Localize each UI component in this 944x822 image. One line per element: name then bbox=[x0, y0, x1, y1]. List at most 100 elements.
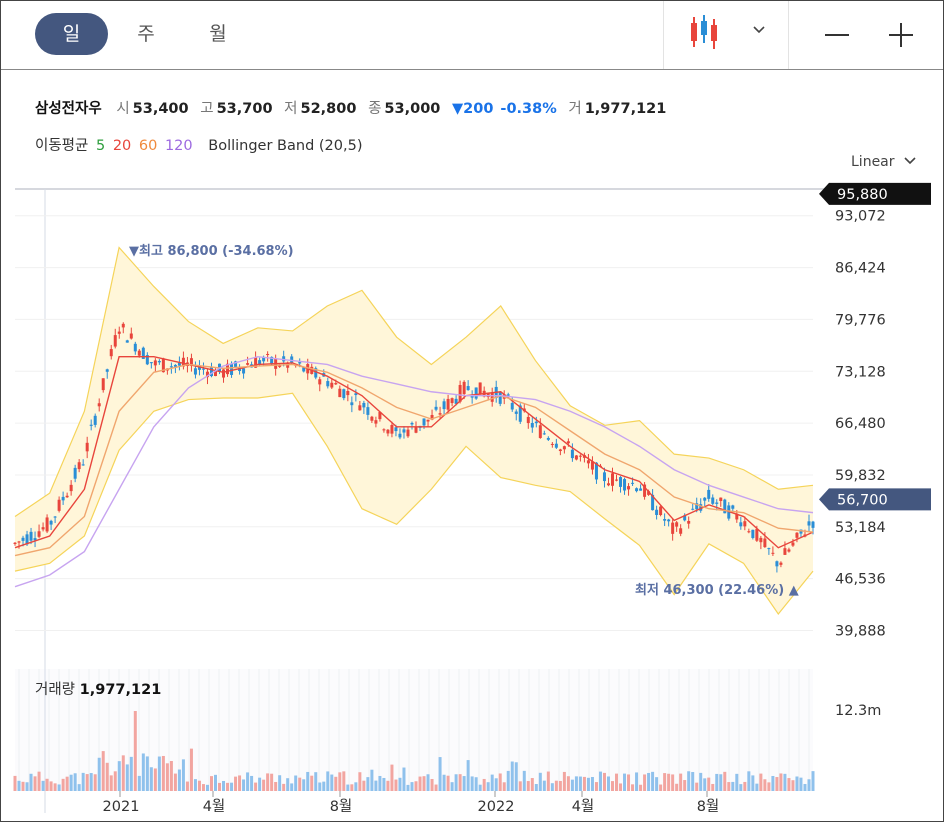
volume-bar bbox=[442, 774, 446, 791]
ma-60-line bbox=[14, 363, 814, 557]
volume-bar bbox=[779, 773, 783, 791]
candle-body bbox=[61, 496, 65, 501]
ma-120-label: 120 bbox=[164, 138, 193, 154]
tab-day[interactable]: 일 bbox=[35, 13, 108, 55]
candle-body bbox=[262, 357, 266, 362]
close-label: 종 bbox=[368, 101, 382, 117]
scale-dropdown[interactable]: Linear bbox=[851, 154, 917, 170]
volume-bar bbox=[787, 778, 791, 791]
candle-body bbox=[751, 529, 755, 538]
volume-bar bbox=[799, 777, 803, 791]
moving-average-label: 이동평균 bbox=[35, 138, 89, 154]
zoom-in-button[interactable] bbox=[881, 15, 921, 55]
tab-week[interactable]: 주 bbox=[137, 23, 155, 45]
volume-bar bbox=[627, 774, 631, 791]
ma-60-label: 60 bbox=[138, 138, 158, 154]
volume-bar bbox=[93, 774, 97, 791]
volume-bar bbox=[406, 784, 410, 791]
candle-body bbox=[522, 408, 526, 412]
candle-body bbox=[234, 361, 238, 367]
candle-body bbox=[566, 441, 570, 444]
candle-body bbox=[306, 364, 310, 374]
volume-bar bbox=[181, 759, 185, 791]
candle-body bbox=[149, 362, 153, 364]
candle-body bbox=[294, 364, 298, 366]
candle-body bbox=[562, 446, 566, 450]
candle-body bbox=[201, 368, 205, 370]
candle-body bbox=[783, 548, 787, 555]
volume-bar bbox=[775, 777, 779, 791]
zoom-out-button[interactable] bbox=[817, 15, 857, 55]
volume-bar bbox=[751, 775, 755, 791]
volume-bar bbox=[222, 780, 226, 791]
volume-bar bbox=[366, 777, 370, 791]
volume-bar bbox=[326, 771, 330, 791]
candle-body bbox=[651, 494, 655, 511]
volume-bar bbox=[570, 779, 574, 791]
volume-bar bbox=[619, 783, 623, 791]
time-tick-label: 4월 bbox=[572, 798, 595, 815]
candle-body bbox=[386, 429, 390, 434]
volume-bar bbox=[739, 784, 743, 791]
candle-body bbox=[382, 429, 386, 431]
candle-body bbox=[667, 519, 671, 522]
volume-value: 1,977,121 bbox=[584, 101, 667, 117]
candle-body bbox=[238, 366, 242, 372]
volume-bar bbox=[446, 775, 450, 791]
volume-bar bbox=[659, 784, 663, 791]
time-tick-label: 2021 bbox=[103, 799, 140, 815]
volume-bar bbox=[218, 782, 222, 791]
volume-bar bbox=[426, 774, 430, 791]
chart-type-dropdown[interactable] bbox=[663, 1, 789, 69]
volume-bar bbox=[322, 781, 326, 791]
candle-body bbox=[691, 508, 695, 510]
candle-body bbox=[791, 542, 795, 546]
volume-bar bbox=[623, 773, 627, 791]
candle-body bbox=[258, 360, 262, 365]
candle-body bbox=[558, 449, 562, 452]
volume-bar bbox=[77, 784, 81, 791]
candle-body bbox=[474, 387, 478, 399]
candle-body bbox=[302, 367, 306, 372]
minus-icon bbox=[825, 34, 849, 36]
candle-body bbox=[197, 365, 201, 370]
volume-bar bbox=[346, 784, 350, 791]
candle-body bbox=[342, 389, 346, 399]
candle-body bbox=[623, 479, 627, 491]
volume-legend-value: 1,977,121 bbox=[79, 682, 162, 698]
volume-bar bbox=[286, 778, 290, 791]
candle-body bbox=[470, 395, 474, 398]
volume-bar bbox=[610, 781, 614, 791]
volume-bar bbox=[566, 776, 570, 791]
indicator-legend[interactable]: 이동평균 5 20 60 120 Bollinger Band (20,5) bbox=[35, 134, 365, 155]
tab-month[interactable]: 월 bbox=[209, 23, 227, 45]
volume-bar bbox=[422, 776, 426, 791]
candle-body bbox=[550, 443, 554, 445]
volume-bar bbox=[57, 784, 61, 791]
volume-bar bbox=[113, 771, 117, 791]
candle-body bbox=[310, 366, 314, 374]
volume-bar bbox=[510, 761, 514, 791]
volume-bar bbox=[125, 764, 129, 791]
volume-bar bbox=[402, 767, 406, 791]
volume-tick-label: 12.3m bbox=[835, 703, 881, 719]
candle-body bbox=[655, 509, 659, 515]
volume-bar bbox=[727, 782, 731, 791]
candle-body bbox=[145, 355, 149, 365]
max-price-badge bbox=[819, 182, 931, 205]
candle-body bbox=[314, 368, 318, 378]
candle-body bbox=[514, 411, 518, 414]
volume-bar bbox=[49, 781, 53, 791]
candle-body bbox=[85, 442, 89, 452]
price-tick-label: 86,424 bbox=[835, 261, 886, 277]
volume-bar bbox=[145, 756, 149, 791]
candle-body bbox=[675, 522, 679, 527]
price-tick-label: 59,832 bbox=[835, 468, 886, 484]
volume-bar bbox=[470, 776, 474, 791]
volume-bar bbox=[165, 763, 169, 791]
candle-body bbox=[282, 356, 286, 362]
candle-body bbox=[81, 464, 85, 466]
volume-bar bbox=[643, 774, 647, 791]
volume-bar bbox=[695, 782, 699, 791]
volume-bar bbox=[334, 776, 338, 791]
